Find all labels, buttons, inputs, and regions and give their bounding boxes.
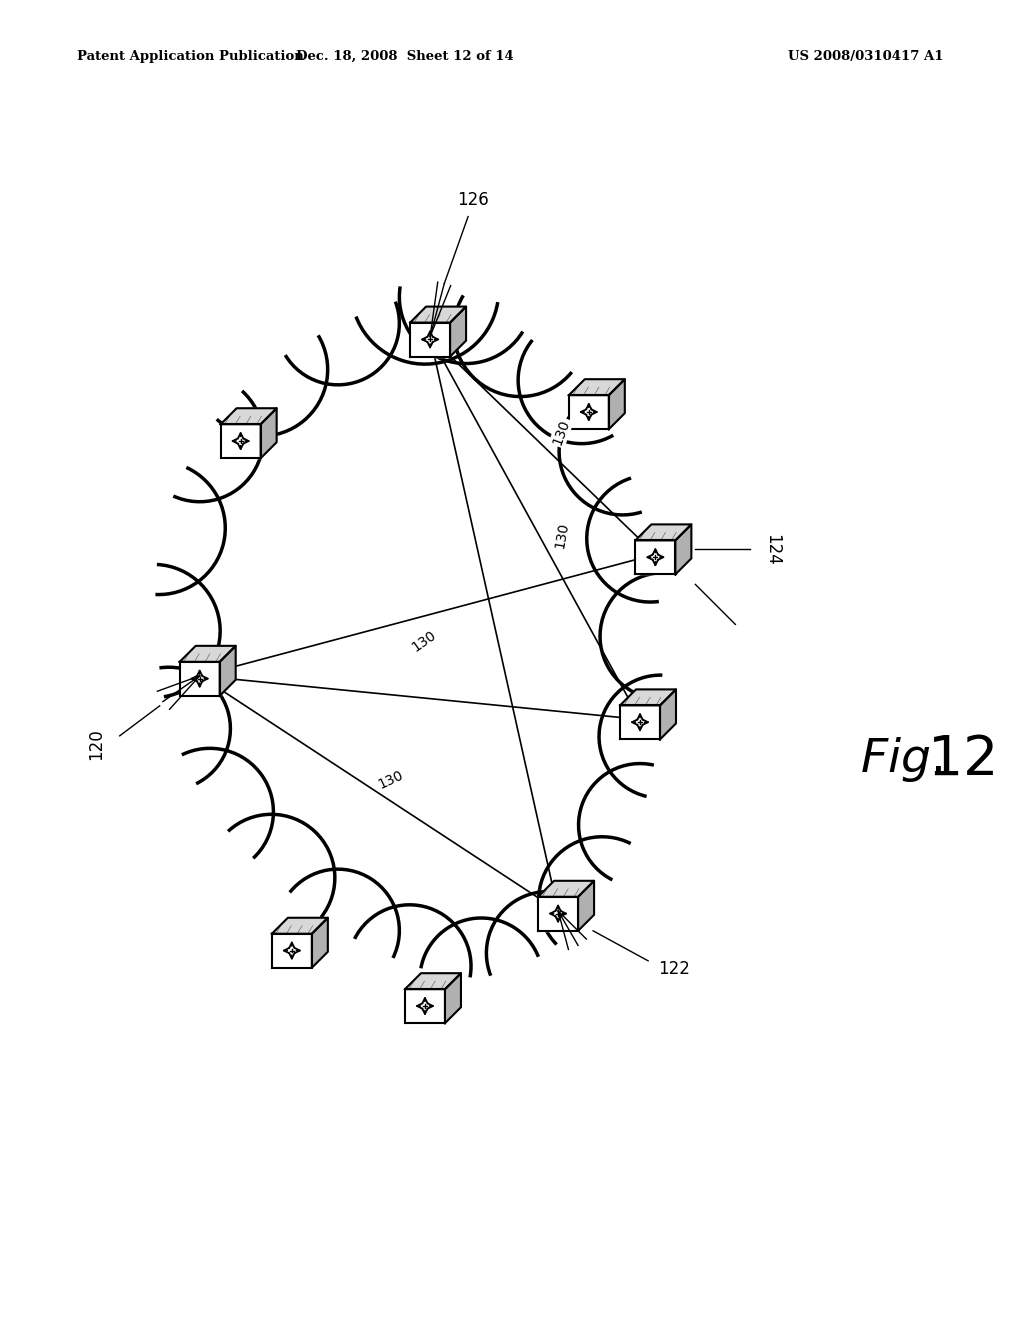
Polygon shape: [538, 880, 594, 896]
Text: US 2008/0310417 A1: US 2008/0310417 A1: [788, 50, 944, 63]
Circle shape: [93, 463, 224, 593]
Text: 130: 130: [553, 521, 571, 550]
Polygon shape: [410, 306, 466, 322]
Circle shape: [109, 668, 229, 789]
Text: 120: 120: [87, 727, 104, 760]
Polygon shape: [220, 408, 276, 424]
Circle shape: [600, 676, 721, 797]
Polygon shape: [410, 322, 451, 356]
Circle shape: [588, 477, 713, 601]
Polygon shape: [451, 306, 466, 356]
Text: 130: 130: [376, 768, 407, 792]
Polygon shape: [271, 917, 328, 933]
Circle shape: [400, 232, 531, 362]
Polygon shape: [271, 933, 312, 968]
Text: $\mathit{12}$: $\mathit{12}$: [927, 731, 994, 787]
Polygon shape: [445, 973, 461, 1023]
Polygon shape: [568, 395, 609, 429]
Text: 126: 126: [457, 190, 488, 209]
Circle shape: [137, 376, 262, 500]
Polygon shape: [579, 880, 594, 931]
Circle shape: [352, 218, 498, 363]
Circle shape: [147, 750, 272, 874]
Polygon shape: [312, 917, 328, 968]
Text: $\it{Fig.}$: $\it{Fig.}$: [860, 734, 942, 784]
Polygon shape: [609, 379, 625, 429]
Circle shape: [540, 838, 665, 962]
Polygon shape: [179, 645, 236, 661]
Polygon shape: [676, 524, 691, 574]
Polygon shape: [568, 379, 625, 395]
Text: 124: 124: [763, 533, 781, 565]
Circle shape: [580, 764, 700, 886]
Circle shape: [209, 816, 334, 940]
Polygon shape: [660, 689, 676, 739]
Text: 122: 122: [658, 960, 690, 978]
Text: 130: 130: [550, 417, 572, 447]
Polygon shape: [538, 896, 579, 931]
Polygon shape: [404, 989, 445, 1023]
Circle shape: [455, 265, 586, 395]
Circle shape: [278, 263, 398, 384]
Polygon shape: [635, 524, 691, 540]
Polygon shape: [404, 973, 461, 989]
Circle shape: [519, 318, 644, 442]
Circle shape: [601, 574, 726, 698]
Circle shape: [278, 870, 398, 991]
Polygon shape: [620, 705, 660, 739]
Polygon shape: [635, 540, 676, 574]
Circle shape: [88, 566, 219, 696]
Circle shape: [349, 906, 470, 1027]
Polygon shape: [179, 661, 220, 696]
Circle shape: [421, 919, 542, 1040]
Circle shape: [560, 389, 685, 513]
Text: 130: 130: [409, 628, 438, 655]
Text: Dec. 18, 2008  Sheet 12 of 14: Dec. 18, 2008 Sheet 12 of 14: [296, 50, 513, 63]
Circle shape: [196, 305, 327, 434]
Polygon shape: [220, 645, 236, 696]
Polygon shape: [620, 689, 676, 705]
Text: Patent Application Publication: Patent Application Publication: [77, 50, 303, 63]
Polygon shape: [220, 424, 261, 458]
Circle shape: [487, 892, 608, 1014]
Polygon shape: [261, 408, 276, 458]
